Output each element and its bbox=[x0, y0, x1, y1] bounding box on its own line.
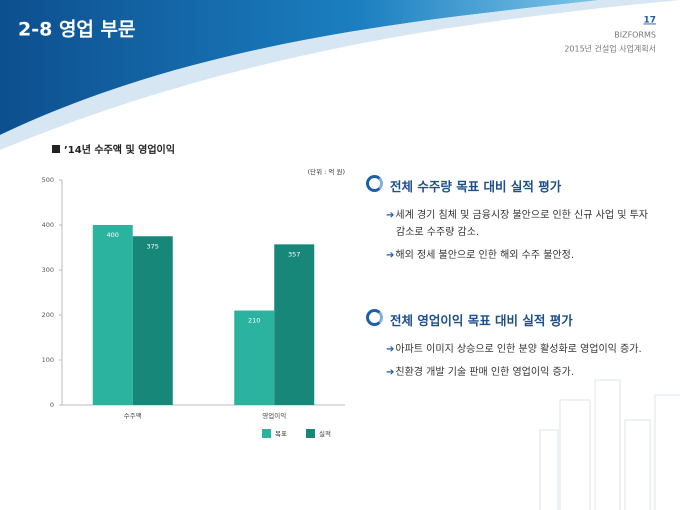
section-heading: 전체 수주량 목표 대비 실적 평가 bbox=[366, 175, 656, 195]
section: 전체 영업이익 목표 대비 실적 평가 아파트 이미지 상승으로 인한 분양 활… bbox=[366, 309, 656, 387]
header-band bbox=[0, 0, 600, 135]
y-tick-label: 500 bbox=[42, 176, 54, 184]
legend-swatch bbox=[262, 429, 271, 438]
section-heading: 전체 영업이익 목표 대비 실적 평가 bbox=[366, 309, 656, 329]
legend-swatch bbox=[306, 429, 315, 438]
y-tick-label: 0 bbox=[50, 401, 54, 409]
slide-title: 2-8 영업 부문 bbox=[18, 19, 135, 41]
bar bbox=[92, 225, 133, 405]
value-label: 375 bbox=[147, 242, 159, 250]
y-tick-label: 400 bbox=[42, 221, 54, 229]
brand: BIZFORMS bbox=[614, 31, 656, 40]
chart-title: ’14년 수주액 및 영업이익 bbox=[64, 143, 175, 156]
doc-name: 2015년 건설업 사업계획서 bbox=[564, 44, 656, 54]
value-label: 210 bbox=[248, 317, 260, 325]
unit-label: (단위 : 억 원) bbox=[308, 167, 345, 176]
legend-label: 목표 bbox=[275, 430, 287, 438]
bullet: 세계 경기 침체 및 금융시장 불안으로 인한 신규 사업 및 투자 감소로 수… bbox=[366, 207, 656, 241]
bullet: 해외 정세 불안으로 인한 해외 수주 불안정. bbox=[366, 247, 656, 264]
bar bbox=[234, 310, 275, 405]
bullet: 아파트 이미지 상승으로 인한 분양 활성화로 영업이익 증가. bbox=[366, 341, 656, 358]
section: 전체 수주량 목표 대비 실적 평가 세계 경기 침체 및 금융시장 불안으로 … bbox=[366, 175, 656, 270]
y-tick-label: 200 bbox=[42, 311, 54, 319]
bar bbox=[132, 236, 173, 405]
value-label: 400 bbox=[107, 231, 119, 239]
y-tick-label: 300 bbox=[42, 266, 54, 274]
value-label: 357 bbox=[288, 250, 300, 258]
legend-label: 실적 bbox=[319, 429, 331, 438]
bullet: 친환경 개발 기술 판매 인한 영업이익 증가. bbox=[366, 364, 656, 381]
page-number: 17 bbox=[643, 16, 656, 26]
x-tick-label: 영업이익 bbox=[262, 411, 286, 420]
buildings bbox=[539, 379, 680, 510]
title-marker bbox=[52, 145, 60, 153]
bar bbox=[274, 244, 315, 405]
y-tick-label: 100 bbox=[42, 356, 54, 364]
x-tick-label: 수주액 bbox=[124, 412, 142, 420]
